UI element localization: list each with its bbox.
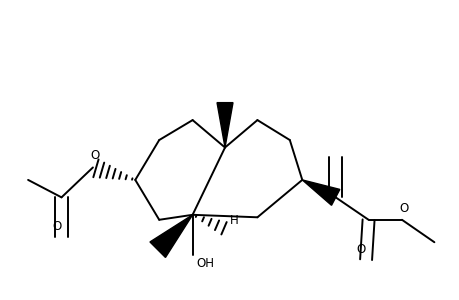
Text: O: O	[90, 149, 100, 163]
Text: O: O	[399, 202, 408, 215]
Text: H: H	[230, 214, 238, 227]
Text: OH: OH	[196, 257, 214, 270]
Polygon shape	[302, 180, 339, 205]
Text: O: O	[356, 243, 365, 256]
Polygon shape	[217, 103, 233, 148]
Text: O: O	[52, 220, 61, 233]
Polygon shape	[150, 215, 192, 257]
